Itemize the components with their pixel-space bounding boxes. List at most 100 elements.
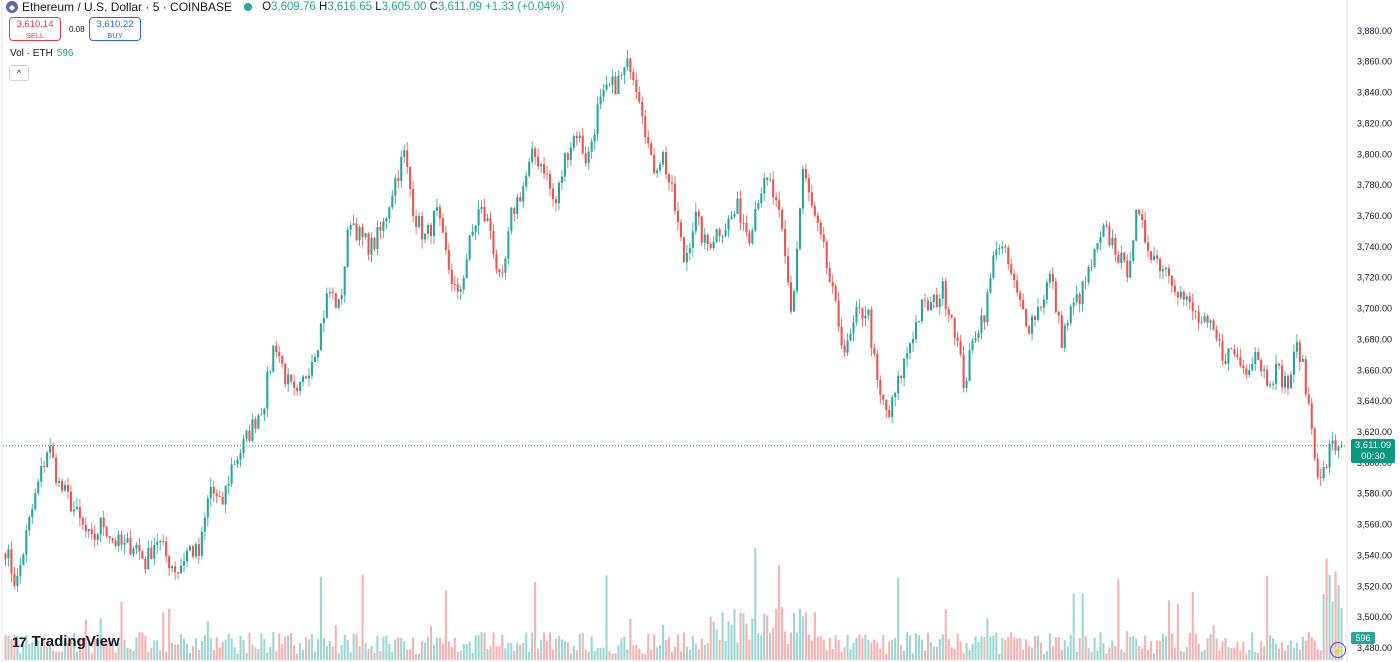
volume-bar [1224,637,1227,660]
candle [1185,294,1188,307]
volume-bar [581,632,584,660]
sell-button[interactable]: 3,610.14 SELL [9,17,61,41]
volume-bar [58,651,61,660]
candle [611,70,614,94]
buy-button[interactable]: 3,610.22 BUY [89,17,141,41]
volume-bar [816,636,819,660]
candle [1155,249,1159,264]
candle [328,287,331,299]
open-label: O [262,1,272,13]
volume-bar [84,619,87,660]
volume-bar [1051,646,1054,660]
candle [230,457,233,488]
volume-bar [980,636,983,660]
chevron-up-icon[interactable]: ^ [9,65,29,81]
volume-bar [1158,640,1162,660]
volume-bar [1206,638,1209,660]
candle [1090,258,1093,272]
candle [474,225,477,241]
volume-bar [1301,636,1304,660]
volume-bar [257,649,260,660]
volume-bar [1289,640,1292,660]
volume-bar [917,635,921,660]
candle [742,214,745,231]
candle [1292,344,1295,383]
volume-bar [373,652,376,660]
market-status-icon[interactable] [244,3,253,11]
volume-bar [165,651,168,660]
volume-bar [1239,650,1242,660]
tradingview-logo-text: TradingView [31,633,120,650]
candle [1203,312,1206,324]
volume-bar [718,640,721,660]
volume-bar [1221,641,1224,660]
volume-label: Vol · ETH [10,48,53,59]
volume-bar [477,635,480,660]
volume-bar [239,635,242,660]
lightning-icon[interactable]: ⚡ [1330,642,1346,658]
volume-bar [1081,593,1084,660]
volume-bar [1114,646,1117,660]
volume-bar [825,650,828,660]
price-tick-label: 3,560.00 [1357,520,1392,530]
candle [801,165,804,214]
candle [1170,275,1173,294]
volume-bar [489,645,492,660]
candle [917,320,921,324]
candle [572,133,575,151]
candle [316,349,319,363]
symbol-title[interactable]: Ethereum / U.S. Dollar · 5 · COINBASE [22,0,233,14]
volume-bar [1087,647,1090,660]
volume-legend[interactable]: Vol · ETH 596 [10,48,73,59]
candle [290,374,293,385]
volume-bar [688,649,691,660]
volume-bar [81,636,84,660]
candle [1230,347,1233,350]
sell-price: 3,610.14 [16,19,54,30]
candle [864,306,867,327]
volume-bar [662,624,665,660]
volume-bar [1227,647,1230,660]
volume-bar [1066,646,1069,660]
volume-bar [727,621,730,660]
volume-bar [974,636,977,660]
candle [492,223,495,259]
volume-bar [1069,634,1072,660]
volume-bar [667,636,671,660]
bar-countdown: 00:30 [1361,451,1385,462]
tradingview-logo[interactable]: 17 TradingView [12,633,120,650]
candle [644,110,647,144]
candle [69,485,72,513]
volume-bar [1182,651,1185,660]
candle [257,413,260,429]
candle [935,287,938,308]
candle [412,180,415,223]
volume-bar [90,652,93,660]
volume-bar [1331,601,1334,660]
volume-bar [834,635,837,660]
volume-bar [191,646,194,660]
candle [736,191,739,215]
candle [882,394,885,406]
volume-bar [49,645,52,660]
volume-bar [498,646,501,660]
volume-bar [141,632,144,660]
volume-bar [1019,638,1022,660]
candle [254,416,257,433]
volume-bar [37,640,40,660]
candle [873,343,876,357]
candle [129,530,132,556]
volume-bar [1277,648,1281,660]
candle [382,217,385,238]
candle [218,490,221,498]
price-axis[interactable]: 3,880.00 3,860.00 3,840.00 3,820.00 3,800.00… [1357,26,1392,653]
candle [340,288,343,305]
candle [99,517,102,543]
volume-bar [715,629,718,660]
candle [93,524,96,548]
candle [846,332,849,357]
volume-bar [409,649,412,660]
volume-bar [474,635,477,660]
candle [200,526,203,560]
